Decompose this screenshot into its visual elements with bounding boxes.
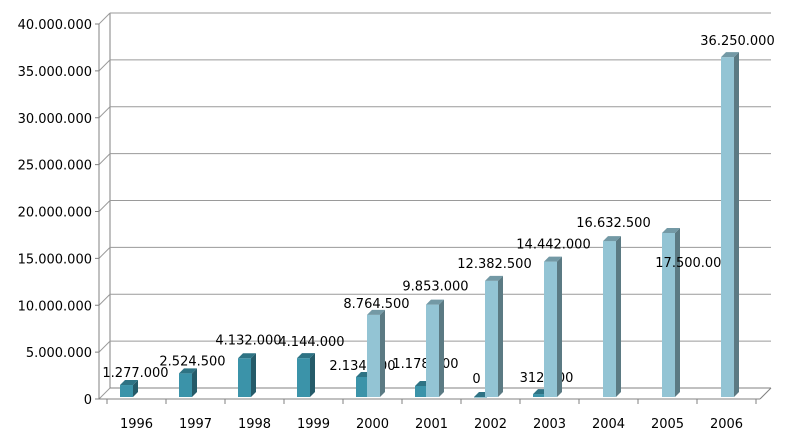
bar: [544, 261, 557, 397]
data-label: 1.178.000: [392, 357, 458, 372]
data-label: 17.500.000: [655, 256, 729, 271]
data-label: 4.144.000: [278, 335, 344, 350]
bar-top: [485, 275, 503, 281]
y-tick-label: 10.000.000: [18, 299, 92, 314]
gridline-diagonal: [98, 293, 111, 306]
x-tick-label: 2004: [592, 417, 625, 432]
bar-side: [439, 299, 444, 397]
floor-right-edge: [759, 387, 772, 400]
y-tick-label: 30.000.000: [18, 112, 92, 127]
bar-side: [251, 353, 256, 397]
bar-top: [120, 380, 138, 386]
bar-side: [675, 227, 680, 397]
bar: [603, 241, 616, 397]
bar: [297, 358, 310, 397]
data-label: 12.382.500: [457, 257, 531, 272]
bar-top: [662, 227, 680, 233]
bar-top: [238, 353, 256, 359]
data-label: 2.134.500: [329, 359, 395, 374]
y-tick-label: 5.000.000: [26, 346, 92, 361]
bar-side: [192, 368, 197, 397]
data-label: 14.442.000: [516, 238, 590, 253]
x-tick-label: 1996: [120, 417, 153, 432]
y-tick-label: 15.000.000: [18, 252, 92, 267]
bar-top: [179, 368, 197, 374]
bar-side: [310, 353, 315, 397]
bar: [721, 57, 734, 397]
data-label: 9.853.000: [402, 280, 468, 295]
y-tick-label: 0: [84, 393, 92, 408]
x-tick-label: 2006: [710, 417, 743, 432]
gridline-diagonal: [98, 59, 111, 72]
data-label: 36.250.000: [700, 34, 774, 49]
gridline-diagonal: [98, 387, 111, 400]
y-tick-label: 40.000.000: [18, 18, 92, 33]
bar-top: [367, 309, 385, 315]
bar-side: [133, 380, 138, 397]
data-label: 4.132.000: [215, 333, 281, 348]
bar: [415, 385, 428, 397]
bar-side: [498, 275, 503, 397]
bar-side: [616, 236, 621, 397]
x-tick-label: 2001: [415, 417, 448, 432]
bar: [533, 394, 546, 397]
bar-side: [557, 256, 562, 397]
bar: [179, 373, 192, 397]
x-tick-label: 1999: [297, 417, 330, 432]
data-label: 8.764.500: [343, 297, 409, 312]
data-label: 16.632.500: [576, 216, 650, 231]
bar: [238, 358, 251, 397]
bar: [426, 304, 439, 397]
y-tick-label: 35.000.000: [18, 65, 92, 80]
data-label: 2.524.500: [159, 354, 225, 369]
bar-top: [297, 353, 315, 359]
bar: [356, 376, 369, 397]
data-label: 1.277.000: [102, 366, 168, 381]
x-tick-label: 1997: [179, 417, 212, 432]
gridline-diagonal: [98, 153, 111, 165]
bar-top: [426, 299, 444, 305]
bar: [662, 232, 675, 397]
data-label: 0: [472, 372, 480, 387]
bar-top: [603, 236, 621, 242]
y-tick-label: 25.000.000: [18, 159, 92, 174]
x-tick-label: 2005: [651, 417, 684, 432]
bar-side: [734, 52, 739, 397]
bar: [120, 385, 133, 397]
bar: [485, 280, 498, 397]
x-tick-label: 1998: [238, 417, 271, 432]
gridline-diagonal: [98, 12, 111, 25]
bar-top: [721, 52, 739, 58]
x-tick-label: 2003: [533, 417, 566, 432]
y-tick-label: 20.000.000: [18, 206, 92, 221]
bar-top: [544, 256, 562, 262]
gridline-diagonal: [98, 106, 111, 119]
bar: [367, 314, 380, 397]
bar-side: [380, 309, 385, 397]
gridline-diagonal: [98, 247, 111, 259]
gridline-diagonal: [98, 200, 111, 212]
x-tick-label: 2002: [474, 417, 507, 432]
gridline-diagonal: [98, 340, 111, 353]
bar: [474, 397, 487, 398]
x-tick-label: 2000: [356, 417, 389, 432]
